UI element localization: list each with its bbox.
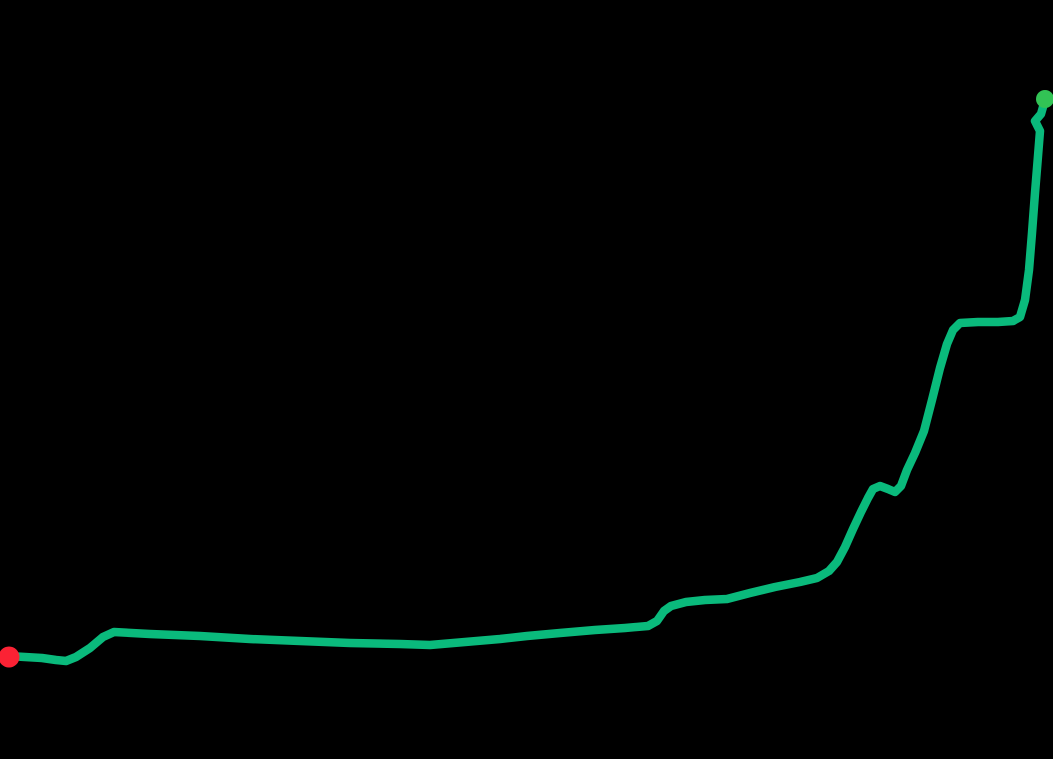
price-line bbox=[3, 95, 1050, 666]
current-value-dot bbox=[1036, 90, 1053, 108]
period-start-dot bbox=[0, 646, 20, 668]
